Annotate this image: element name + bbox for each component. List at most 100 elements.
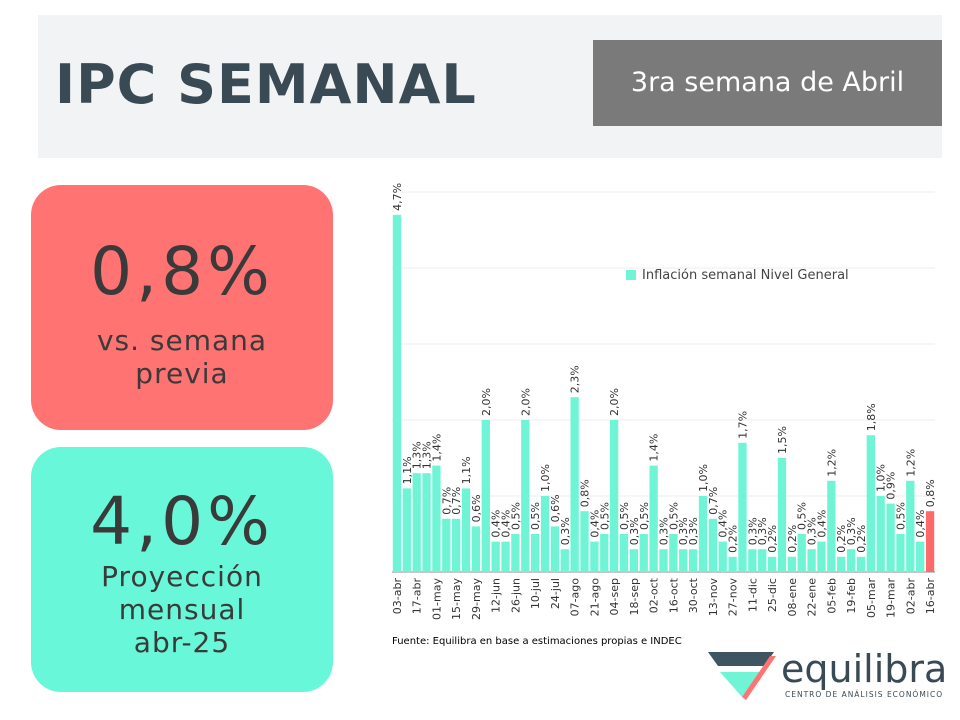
bar bbox=[501, 541, 510, 572]
bar bbox=[886, 503, 895, 572]
x-tick-label: 22-ene bbox=[806, 578, 819, 617]
x-tick-label: 21-ago bbox=[588, 578, 601, 617]
logo-tagline: CENTRO DE ANÁLISIS ECONÓMICO bbox=[785, 690, 943, 699]
x-tick-label: 25-dic bbox=[766, 578, 779, 612]
value-label: 0,9% bbox=[885, 472, 898, 500]
source: Fuente: Equilibra en base a estimaciones… bbox=[392, 636, 682, 647]
x-tick-label: 08-ene bbox=[786, 578, 799, 617]
x-tick-label: 26-jun bbox=[509, 578, 522, 613]
bar bbox=[629, 549, 639, 572]
value-label: 1,2% bbox=[904, 449, 917, 477]
value-label: 0,3% bbox=[628, 517, 641, 545]
value-label: 1,2% bbox=[825, 449, 838, 477]
value-label: 1,7% bbox=[736, 411, 749, 439]
bar bbox=[600, 534, 609, 572]
x-tick-label: 05-feb bbox=[825, 578, 838, 614]
value-label: 0,7% bbox=[440, 487, 453, 515]
value-label: 1,4% bbox=[430, 434, 443, 462]
value-label: 1,0% bbox=[875, 464, 888, 492]
value-label: 0,5% bbox=[529, 502, 542, 530]
value-label: 0,6% bbox=[549, 494, 562, 522]
bar bbox=[837, 556, 846, 572]
value-label: 1,4% bbox=[648, 434, 661, 462]
value-label: 0,4% bbox=[815, 510, 828, 538]
x-tick-label: 13-nov bbox=[707, 578, 720, 617]
bar bbox=[777, 458, 787, 572]
value-label: 0,2% bbox=[766, 525, 779, 553]
bar bbox=[590, 541, 599, 572]
logo-icon bbox=[708, 652, 776, 700]
header: IPC SEMANAL 3ra semana de Abril bbox=[38, 15, 942, 158]
bar bbox=[896, 534, 905, 572]
bar bbox=[797, 534, 806, 572]
value-label: 0,5% bbox=[618, 502, 631, 530]
bar bbox=[728, 556, 737, 572]
bar bbox=[679, 549, 688, 572]
bar bbox=[698, 496, 708, 572]
bar bbox=[511, 534, 520, 572]
value-label: 0,4% bbox=[914, 510, 927, 538]
bar bbox=[856, 556, 866, 572]
x-tick-label: 19-mar bbox=[885, 578, 898, 618]
value-label: 0,5% bbox=[667, 502, 680, 530]
value-label: 0,8% bbox=[924, 479, 937, 507]
value-label: 0,4% bbox=[490, 510, 503, 538]
value-label: 0,7% bbox=[450, 487, 463, 515]
value-label: 0,2% bbox=[786, 525, 799, 553]
value-label: 0,8% bbox=[579, 479, 592, 507]
bar bbox=[471, 526, 481, 572]
bar bbox=[481, 420, 490, 572]
x-tick-label: 03-abr bbox=[391, 578, 404, 615]
bar bbox=[649, 465, 658, 572]
value-label: 0,4% bbox=[588, 510, 601, 538]
bar bbox=[432, 465, 441, 572]
value-label: 0,4% bbox=[717, 510, 730, 538]
bar bbox=[787, 556, 796, 572]
value-label: 2,0% bbox=[519, 388, 532, 416]
value-label: 1,3% bbox=[421, 441, 434, 469]
value-label: 0,3% bbox=[559, 517, 572, 545]
x-tick-label: 24-jul bbox=[549, 578, 562, 609]
bar bbox=[659, 549, 668, 572]
value-label: 1,0% bbox=[697, 464, 710, 492]
card-value: 4,0% bbox=[90, 483, 274, 560]
legend-label: Inflación semanal Nivel General bbox=[642, 268, 849, 283]
x-tick-label: 04-sep bbox=[608, 578, 621, 615]
x-tick-label: 27-nov bbox=[727, 578, 740, 617]
value-label: 0,2% bbox=[855, 525, 868, 553]
bar bbox=[442, 518, 451, 572]
x-tick-label: 01-may bbox=[430, 578, 443, 620]
value-label: 0,3% bbox=[658, 517, 671, 545]
value-label: 4,7% bbox=[391, 183, 404, 211]
value-label: 1,3% bbox=[411, 441, 424, 469]
bar bbox=[392, 214, 402, 573]
value-label: 0,5% bbox=[796, 502, 809, 530]
card-label: vs. semana bbox=[96, 324, 268, 357]
bar bbox=[521, 420, 530, 572]
value-label: 1,1% bbox=[460, 456, 473, 484]
value-label: 0,3% bbox=[687, 517, 700, 545]
value-label: 1,0% bbox=[539, 464, 552, 492]
x-tick-label: 16-oct bbox=[667, 577, 680, 613]
value-label: 0,5% bbox=[894, 502, 907, 530]
bar bbox=[738, 442, 747, 572]
value-label: 0,3% bbox=[806, 517, 819, 545]
bar bbox=[906, 480, 915, 572]
bar bbox=[846, 549, 856, 572]
value-label: 0,6% bbox=[470, 494, 483, 522]
value-label: 1,8% bbox=[865, 403, 878, 431]
bar bbox=[669, 534, 678, 572]
bar bbox=[748, 549, 757, 572]
x-tick-label: 29-may bbox=[470, 578, 483, 620]
title: IPC SEMANAL bbox=[55, 53, 477, 116]
bar bbox=[580, 511, 589, 572]
x-tick-label: 02-oct bbox=[648, 577, 661, 613]
x-tick-label: 18-sep bbox=[628, 578, 641, 615]
value-label: 2,0% bbox=[608, 388, 621, 416]
bar bbox=[866, 435, 875, 572]
value-label: 0,5% bbox=[509, 502, 522, 530]
card-label: mensual bbox=[118, 593, 246, 626]
value-label: 0,2% bbox=[835, 525, 848, 553]
bar bbox=[688, 549, 698, 572]
